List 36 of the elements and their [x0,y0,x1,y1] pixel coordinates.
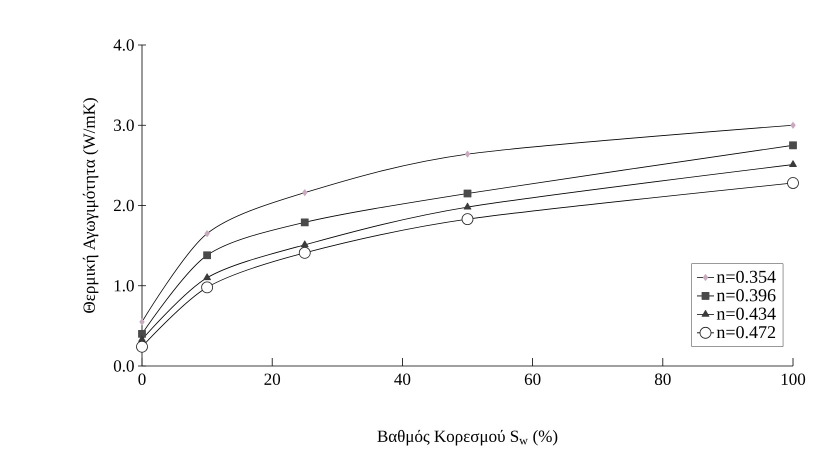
point [462,213,474,226]
x-tick-label: 80 [654,374,671,385]
point [139,318,145,326]
x-tick-label: 60 [524,374,540,385]
y-tick-label: 2.0 [114,200,134,212]
point [787,177,799,189]
point [204,230,210,237]
legend-label: n=0.396 [716,289,776,302]
y-tick-label: 3.0 [114,119,134,132]
point [302,189,308,196]
y-tick-label: 0.0 [114,360,134,372]
point [201,281,213,294]
point [203,251,211,260]
point [300,240,309,248]
point [138,330,146,338]
y-tick-label: 4.0 [114,39,134,51]
point [298,246,311,259]
legend-label: n=0.472 [716,326,776,338]
x-tick-label: 100 [782,374,806,385]
legend-label: n=0.434 [716,308,776,320]
point [203,273,211,280]
y-axis-title: Θερμική Αγωγιμότητα (W/mK) [82,98,98,313]
point [789,141,797,150]
x-axis-title: Βαθμός Κορεσμού S$_{w}$ (%) [377,430,558,446]
legend-label: n=0.354 [716,270,776,283]
point [464,190,472,198]
x-tick-label: 40 [394,374,410,385]
point [789,160,797,167]
x-tick-label: 20 [264,374,280,385]
point [464,202,472,210]
point [300,218,309,226]
x-tick-label: 0 [138,374,146,385]
point [790,122,796,129]
point [136,340,148,353]
point [464,150,470,158]
y-tick-label: 1.0 [114,280,134,292]
